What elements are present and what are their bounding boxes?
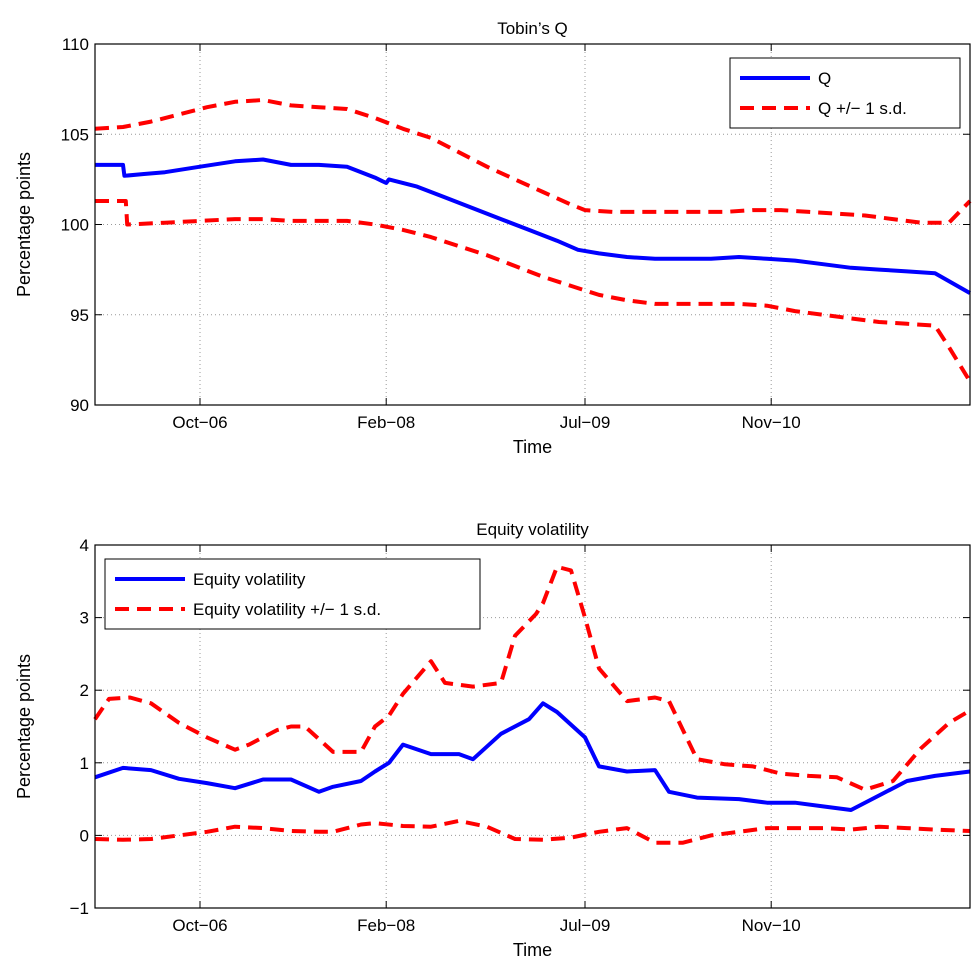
y-tick-label: 90 bbox=[70, 396, 89, 415]
y-tick-label: −1 bbox=[70, 899, 89, 918]
series-line-q-1-s-d-2 bbox=[95, 199, 972, 383]
y-tick-label: 95 bbox=[70, 306, 89, 325]
x-axis-label: Time bbox=[513, 437, 552, 457]
x-tick-label: Nov−10 bbox=[742, 413, 801, 432]
equity-volatility-chart: −1 0 1 2 3 4 Oct−06 Feb−08 Jul−09 Nov−10 Equity vo… bbox=[14, 520, 972, 960]
legend-box bbox=[729, 57, 961, 129]
legend: Q Q +/− 1 s.d. bbox=[729, 57, 961, 129]
x-tick-label: Feb−08 bbox=[357, 916, 415, 935]
series-line-equity-volatility-0 bbox=[94, 701, 971, 812]
x-tick-label: Nov−10 bbox=[742, 916, 801, 935]
y-tick-label: 2 bbox=[80, 681, 89, 700]
series-line-equity-volatility-1-s-d-2 bbox=[94, 818, 971, 845]
y-tick-label: 1 bbox=[80, 754, 89, 773]
legend-label-q-1-s-d: Q +/− 1 s.d. bbox=[818, 99, 907, 118]
y-tick-label: 0 bbox=[80, 826, 89, 845]
x-tick-label: Jul−09 bbox=[560, 413, 611, 432]
legend-label-q: Q bbox=[818, 69, 831, 88]
series-line-q-0 bbox=[95, 157, 971, 295]
series-line-equity-volatility-1-s-d-1 bbox=[93, 564, 972, 792]
y-tick-label: 4 bbox=[80, 536, 89, 555]
y-axis-label: Percentage points bbox=[14, 152, 34, 297]
legend: Equity volatility Equity volatility +/− 1… bbox=[104, 558, 481, 630]
y-tick-label: 3 bbox=[80, 609, 89, 628]
y-tick-label: 100 bbox=[61, 216, 89, 235]
x-tick-label: Feb−08 bbox=[357, 413, 415, 432]
y-axis-label: Percentage points bbox=[14, 654, 34, 799]
x-axis-label: Time bbox=[513, 940, 552, 960]
series-line-q-1-s-d-1 bbox=[94, 98, 972, 225]
tobins-q-chart: 90 95 100 105 110 Oct−06 Feb−08 Jul−09 Nov−10 Tob… bbox=[14, 19, 972, 457]
x-tick-label: Oct−06 bbox=[172, 916, 227, 935]
chart-title: Tobin’s Q bbox=[497, 19, 568, 38]
chart-title: Equity volatility bbox=[476, 520, 589, 539]
x-tick-label: Jul−09 bbox=[560, 916, 611, 935]
legend-label-equity-volatility: Equity volatility bbox=[193, 570, 306, 589]
legend-box bbox=[104, 558, 481, 630]
x-tick-label: Oct−06 bbox=[172, 413, 227, 432]
plot-frame bbox=[94, 544, 971, 909]
y-tick-label: 110 bbox=[62, 35, 89, 54]
legend-label-equity-volatility-1-s-d: Equity volatility +/− 1 s.d. bbox=[193, 600, 381, 619]
y-tick-label: 105 bbox=[61, 125, 89, 144]
